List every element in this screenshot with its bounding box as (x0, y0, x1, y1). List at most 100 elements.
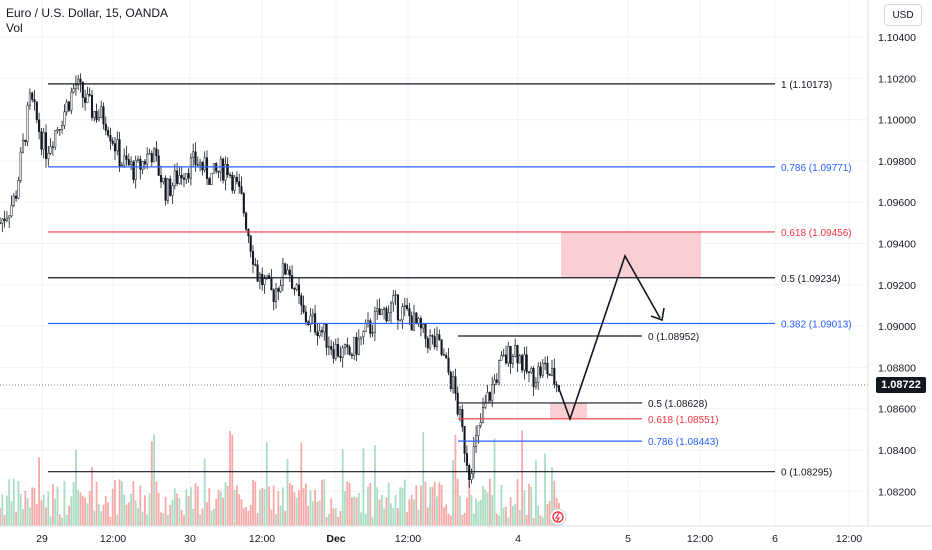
candle-body (31, 92, 34, 100)
volume-bar (167, 514, 169, 526)
candle-body (334, 344, 337, 359)
candle-body (104, 123, 107, 131)
candle-body (507, 346, 510, 364)
candle-body (65, 101, 68, 113)
candle-body (164, 177, 167, 201)
volume-bar (509, 497, 512, 526)
candle-body (458, 409, 462, 415)
volume-bar (422, 432, 425, 526)
volume-bar (332, 508, 335, 526)
upper-target-zone (561, 231, 701, 278)
volume-bar (116, 514, 119, 526)
volume-bar (468, 480, 471, 526)
volume-bar (176, 493, 178, 526)
volume-bar (300, 442, 303, 526)
volume-bar (463, 512, 466, 526)
candle-body (58, 129, 61, 131)
volume-bar (426, 507, 429, 526)
volume-bar (456, 478, 459, 526)
volume-bar (268, 486, 270, 526)
candle-body (251, 251, 255, 265)
candle-body (205, 157, 209, 179)
fib-level-label: 0.786 (1.09771) (781, 163, 852, 174)
time-axis[interactable]: 29 12:00 30 12:00 Dec 12:00 4 5 12:00 6 12:00 (0, 525, 932, 545)
candle-body (277, 288, 280, 292)
volume-bar (378, 499, 381, 526)
candle-body (240, 186, 243, 194)
candle-body (15, 195, 18, 199)
volume-bar (291, 484, 293, 526)
candle-body (504, 354, 508, 364)
candle-body (316, 331, 319, 336)
volume-bar (173, 488, 176, 526)
candle-body (360, 336, 363, 340)
volume-bar (433, 481, 436, 526)
volume-bar (475, 498, 477, 526)
candle-body (201, 162, 204, 171)
volume-bar (357, 492, 360, 526)
volume-bar (380, 494, 383, 526)
volume-bar (236, 485, 238, 526)
volume-bar (169, 504, 172, 526)
volume-bar (107, 502, 109, 526)
volume-bar (355, 497, 358, 526)
volume-bar (3, 514, 6, 526)
candle-body (468, 465, 471, 480)
candle-body (63, 111, 66, 126)
volume-bar (208, 488, 211, 526)
replay-icon[interactable] (549, 508, 567, 526)
volume-bar (502, 507, 505, 526)
candle-body (320, 330, 324, 333)
volume-bar (219, 491, 222, 526)
volume-bar (84, 497, 86, 526)
candle-body (555, 384, 558, 386)
volume-bar (360, 512, 362, 526)
candle-body (392, 295, 395, 304)
volume-bar (180, 509, 183, 526)
fib-sub-level-label: 0.5 (1.08628) (648, 399, 708, 410)
candle-body (544, 362, 547, 365)
volume-bar (12, 478, 15, 526)
candle-body (511, 356, 514, 364)
candle-body (245, 212, 248, 230)
candle-body (86, 93, 89, 103)
volume-bar (401, 488, 404, 526)
candle-body (412, 312, 416, 331)
volume-bar (364, 513, 367, 526)
candle-body (194, 151, 197, 165)
fib-sub-level-label: 0 (1.08952) (648, 332, 699, 343)
fib-level-label: 0.618 (1.09456) (781, 228, 852, 239)
price-tick-label: 1.08800 (878, 362, 916, 374)
volume-bar (528, 483, 530, 526)
volume-bar (272, 485, 275, 526)
volume-bar (35, 503, 38, 526)
volume-bar (164, 496, 167, 526)
candle-body (226, 164, 229, 175)
candle-body (127, 159, 130, 166)
candle-body (12, 195, 15, 206)
price-tick-label: 1.08400 (878, 445, 916, 457)
candle-body (291, 275, 294, 289)
candle-body (72, 88, 75, 93)
volume-bar (79, 492, 82, 526)
candle-body (297, 284, 301, 296)
candle-body (495, 379, 498, 383)
candle-body (44, 132, 48, 159)
volume-bar (551, 467, 553, 526)
candle-body (47, 152, 50, 159)
currency-button[interactable]: USD (884, 4, 922, 26)
candle-body (279, 285, 282, 292)
candle-body (171, 185, 174, 196)
volume-bar (56, 486, 59, 526)
candle-body (463, 426, 466, 454)
candle-body (88, 93, 91, 96)
candle-body (373, 311, 376, 333)
symbol-title[interactable]: Euro / U.S. Dollar, 15, OANDA (6, 6, 169, 20)
volume-bar (123, 494, 126, 526)
candle-body (268, 275, 271, 279)
candle-body (502, 354, 505, 357)
price-axis[interactable]: 1.10400 1.10200 1.10000 1.09800 1.09600 1.094… (867, 0, 916, 526)
volume-bar (206, 502, 208, 526)
target-zones (550, 231, 701, 419)
